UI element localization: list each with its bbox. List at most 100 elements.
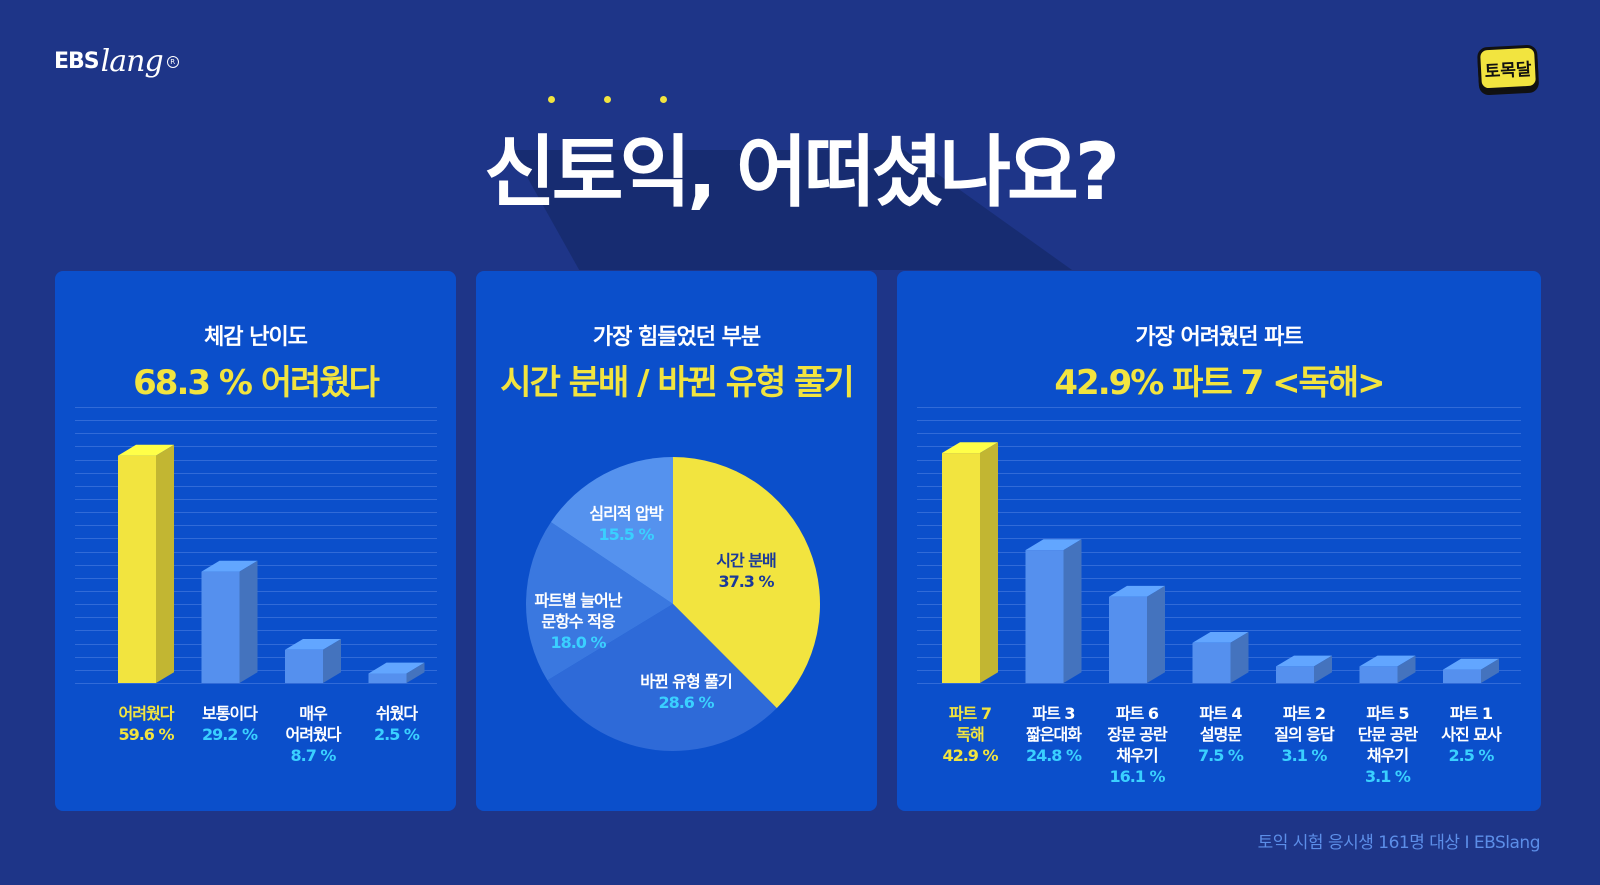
bar-front <box>1109 596 1147 683</box>
bar-side <box>1314 655 1332 683</box>
bar-label: 쉬웠다 2.5 % <box>337 703 457 745</box>
bar <box>368 662 425 683</box>
gridline <box>917 538 1521 540</box>
gridline <box>917 459 1521 461</box>
bar <box>1025 539 1082 683</box>
category-label: 설명문 <box>1199 725 1242 744</box>
value-label: 29.2 % <box>201 725 258 744</box>
pie-chart-svg <box>526 457 820 751</box>
value-label: 42.9 % <box>942 746 998 765</box>
value-label: 24.8 % <box>1025 746 1082 765</box>
bar-top <box>1443 658 1499 670</box>
bar-label: 파트 2 질의 응답 3.1 % <box>1244 703 1364 766</box>
bar-top <box>285 639 341 650</box>
category-label: 채우기 <box>1116 746 1158 765</box>
title-dot <box>548 96 555 103</box>
logo-ebs-text: EBS <box>54 49 100 74</box>
bar-side <box>156 444 174 683</box>
bar-side <box>1481 658 1499 683</box>
category-label: 파트 3 <box>1032 704 1075 723</box>
bar-side <box>1147 585 1165 683</box>
bar-top <box>1025 539 1082 551</box>
gridline <box>75 551 437 553</box>
bar-top <box>1276 655 1332 667</box>
bar-label: 매우 어려웠다 8.7 % <box>253 703 373 766</box>
gridline <box>917 499 1521 500</box>
gridline <box>75 459 437 461</box>
bar-front <box>201 571 240 683</box>
pie-slice-label: 심리적 압박 15.5 % <box>556 503 696 545</box>
gridline <box>917 683 1521 684</box>
bar-label: 어려웠다 59.6 % <box>86 703 206 745</box>
bar-front <box>368 673 407 683</box>
bar-front <box>118 455 156 683</box>
category-label: 파트 1 <box>1449 704 1493 723</box>
category-label: 파트 6 <box>1115 704 1159 723</box>
category-label: 쉬웠다 <box>375 704 418 723</box>
gridline <box>75 485 437 487</box>
bar-side <box>1230 632 1249 683</box>
category-label: 어려웠다 <box>285 725 342 744</box>
category-label: 독해 <box>956 725 984 744</box>
gridline <box>75 525 437 527</box>
bar-front <box>1276 666 1314 683</box>
gridline <box>917 577 1521 579</box>
category-label: 사진 묘사 <box>1441 725 1501 744</box>
category-label: 질의 응답 <box>1274 725 1334 744</box>
category-label: 파트 2 <box>1282 704 1326 723</box>
gridline <box>917 420 1521 422</box>
gridline <box>917 512 1521 514</box>
gridline <box>75 446 437 448</box>
panel-subtitle: 가장 어려웠던 파트 <box>1135 325 1303 350</box>
panel-subtitle: 체감 난이도 <box>204 325 308 350</box>
value-label: 2.5 % <box>374 725 420 744</box>
bar-label: 파트 1 사진 묘사 2.5 % <box>1411 703 1531 766</box>
gridline <box>917 446 1521 448</box>
gridline <box>917 604 1521 606</box>
panel-headline: 시간 분배 / 바뀐 유형 풀기 <box>500 363 854 403</box>
gridline <box>917 551 1521 553</box>
panel-subtitle: 가장 힘들었던 부분 <box>592 325 761 350</box>
pie-slice <box>673 457 820 709</box>
category-label: 보통이다 <box>202 704 258 723</box>
gridline <box>917 472 1521 474</box>
bar <box>1109 585 1165 683</box>
gridline <box>75 472 437 474</box>
gridline <box>917 485 1521 487</box>
slice-value: 28.6 % <box>658 693 714 712</box>
bar-front <box>1443 669 1481 683</box>
gridline <box>75 538 437 540</box>
gridline <box>917 630 1521 632</box>
gridline <box>75 499 437 500</box>
bar <box>285 639 341 683</box>
bar-front <box>1025 550 1064 683</box>
value-label: 7.5 % <box>1198 746 1244 765</box>
bar <box>1443 658 1499 683</box>
bar-top <box>1109 585 1165 597</box>
gridline <box>917 433 1521 435</box>
bar <box>201 560 258 683</box>
category-label: 채우기 <box>1366 746 1409 765</box>
gridline <box>917 525 1521 527</box>
pie-slice-label: 시간 분배 37.3 % <box>676 550 816 592</box>
bar-top <box>201 560 258 572</box>
value-label: 2.5 % <box>1448 746 1495 765</box>
bar-side <box>323 639 341 683</box>
pie-slice <box>550 457 673 604</box>
slice-name: 바뀐 유형 풀기 <box>640 672 732 691</box>
hardest-part-panel: 가장 어려웠던 파트 42.9% 파트 7 <독해> 파트 7 독해 42.9 % 파… <box>897 271 1541 811</box>
bar-top <box>1359 655 1416 667</box>
bar-side <box>1397 655 1416 683</box>
bar-front <box>1359 666 1398 683</box>
category-label: 장문 공란 <box>1107 725 1167 744</box>
category-label: 파트 7 <box>948 704 992 723</box>
bar-side <box>406 662 425 683</box>
bar-front <box>942 453 980 683</box>
slice-value: 37.3 % <box>718 572 774 591</box>
category-label: 어려웠다 <box>118 704 175 723</box>
gridline <box>75 433 437 435</box>
gridline <box>75 512 437 514</box>
bar-front <box>1192 642 1231 683</box>
gridline <box>75 420 437 422</box>
pie-slice-label: 바뀐 유형 풀기 28.6 % <box>616 671 756 713</box>
